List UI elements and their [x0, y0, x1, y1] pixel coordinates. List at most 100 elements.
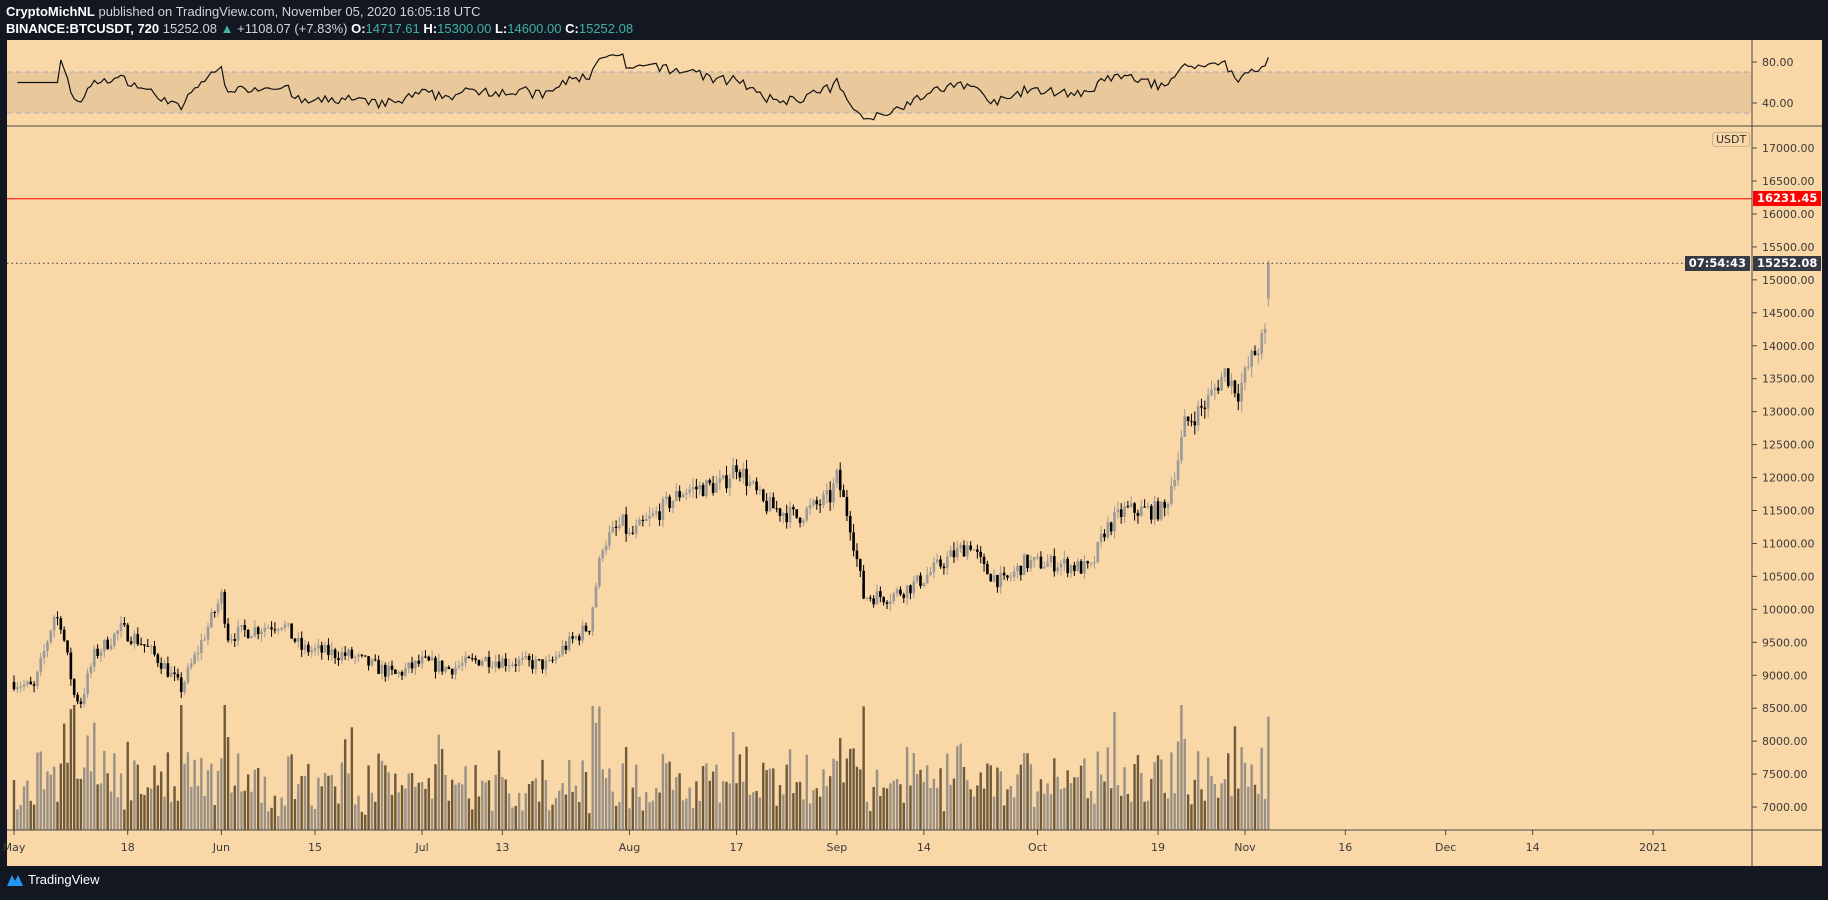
volume-bar	[196, 785, 200, 830]
symbol-name[interactable]: BINANCE:BTCUSDT, 720	[6, 21, 160, 36]
volume-bar	[738, 754, 742, 830]
rsi-axis[interactable]: 80.00 40.00	[1752, 56, 1794, 110]
volume-bar	[795, 782, 798, 830]
candle-body	[1029, 560, 1033, 569]
candle-body	[103, 639, 106, 652]
tradingview-logo[interactable]: TradingView	[6, 872, 100, 887]
price-axis[interactable]: 17000.00 16500.00 16000.00 15500.00 15000.00…	[1752, 142, 1815, 814]
candle-body	[501, 658, 504, 668]
volume-bar	[972, 796, 976, 830]
candle-body	[477, 660, 481, 666]
volume-bar	[400, 785, 404, 830]
candle-body	[317, 645, 320, 649]
volume-bar	[892, 780, 895, 830]
candle-body	[407, 662, 411, 669]
candle-body	[895, 589, 899, 594]
volume-bar	[879, 796, 882, 830]
volume-bar	[1203, 800, 1207, 830]
rsi-band	[7, 72, 1752, 113]
candle-body	[303, 644, 307, 650]
volume-bar	[149, 788, 153, 830]
candle-body	[855, 550, 859, 560]
volume-bar	[618, 801, 621, 830]
candle-body	[440, 660, 444, 672]
candle-body	[547, 659, 551, 661]
volume-bar	[527, 783, 531, 830]
volume-bar	[631, 787, 635, 830]
volume-bar	[277, 816, 280, 830]
candle-body	[1166, 503, 1170, 508]
volume-bar	[103, 750, 106, 830]
volume-bar	[467, 798, 471, 830]
volume-bar	[608, 768, 611, 830]
candle-body	[1183, 416, 1187, 437]
tradingview-logo-icon	[7, 874, 23, 886]
candle-body	[109, 645, 113, 649]
volume-bar	[594, 722, 598, 830]
volume-bar	[688, 787, 691, 830]
candle-body	[113, 633, 116, 646]
volume-bar	[267, 811, 270, 830]
volume-bar	[73, 705, 76, 830]
volume-bar	[1267, 716, 1270, 830]
candle-body	[504, 658, 508, 667]
candle-body	[544, 660, 548, 670]
candle-body	[952, 550, 956, 558]
candle-body	[1059, 563, 1063, 568]
volume-bar	[1160, 759, 1163, 830]
volume-bar	[758, 797, 762, 830]
currency-badge[interactable]: USDT	[1712, 132, 1751, 147]
volume-bar	[1193, 779, 1196, 830]
rsi-pane[interactable]	[17, 53, 1269, 121]
chart-background	[7, 40, 1822, 866]
candle-body	[357, 654, 360, 657]
candle-body	[156, 654, 160, 663]
candle-body	[1036, 556, 1039, 558]
volume-bar	[645, 792, 648, 830]
candle-body	[1257, 353, 1260, 356]
candle-body	[139, 644, 143, 646]
candle-body	[976, 549, 979, 552]
volume-bar	[601, 769, 604, 830]
volume-bar	[1183, 738, 1186, 830]
candle-body	[611, 526, 615, 533]
candle-body	[708, 480, 712, 484]
candle-body	[1176, 460, 1180, 481]
candle-body	[885, 602, 889, 604]
volume-bar	[310, 805, 313, 830]
volume-bar	[548, 810, 551, 830]
volume-bar	[66, 762, 69, 830]
volume-bar	[1223, 779, 1227, 830]
time-tick-label: 2021	[1639, 841, 1667, 854]
volume-bar	[317, 777, 320, 830]
volume-bar	[69, 709, 73, 830]
candle-body	[367, 656, 370, 666]
volume-bar	[223, 705, 226, 830]
candle-body	[136, 634, 140, 645]
volume-bar	[186, 752, 190, 830]
volume-bar	[407, 773, 410, 830]
candle-body	[1073, 565, 1076, 572]
candle-body	[196, 652, 200, 655]
time-axis[interactable]: May 18 Jun 15 Jul 13 Aug 17 Sep 14 Oct 19 Nov 16 Dec 14…	[3, 830, 1667, 854]
candle-body	[648, 515, 651, 519]
volume-bar	[29, 800, 32, 830]
candle-body	[788, 507, 792, 523]
candle-body	[149, 646, 153, 648]
volume-bar	[554, 798, 558, 830]
volume-bar	[119, 773, 123, 830]
author-name[interactable]: CryptoMichNL	[6, 4, 95, 19]
volume-bar	[1126, 794, 1130, 830]
volume-bar	[902, 802, 905, 830]
candle-body	[668, 496, 671, 509]
volume-bar	[457, 782, 461, 830]
candle-body	[514, 664, 518, 666]
candle-body	[223, 591, 227, 624]
volume-bar	[136, 764, 139, 830]
candle-body	[400, 671, 404, 676]
candle-body	[778, 508, 782, 516]
volume-bar	[377, 753, 380, 830]
volume-bar	[765, 770, 768, 830]
volume-bar	[210, 763, 213, 830]
